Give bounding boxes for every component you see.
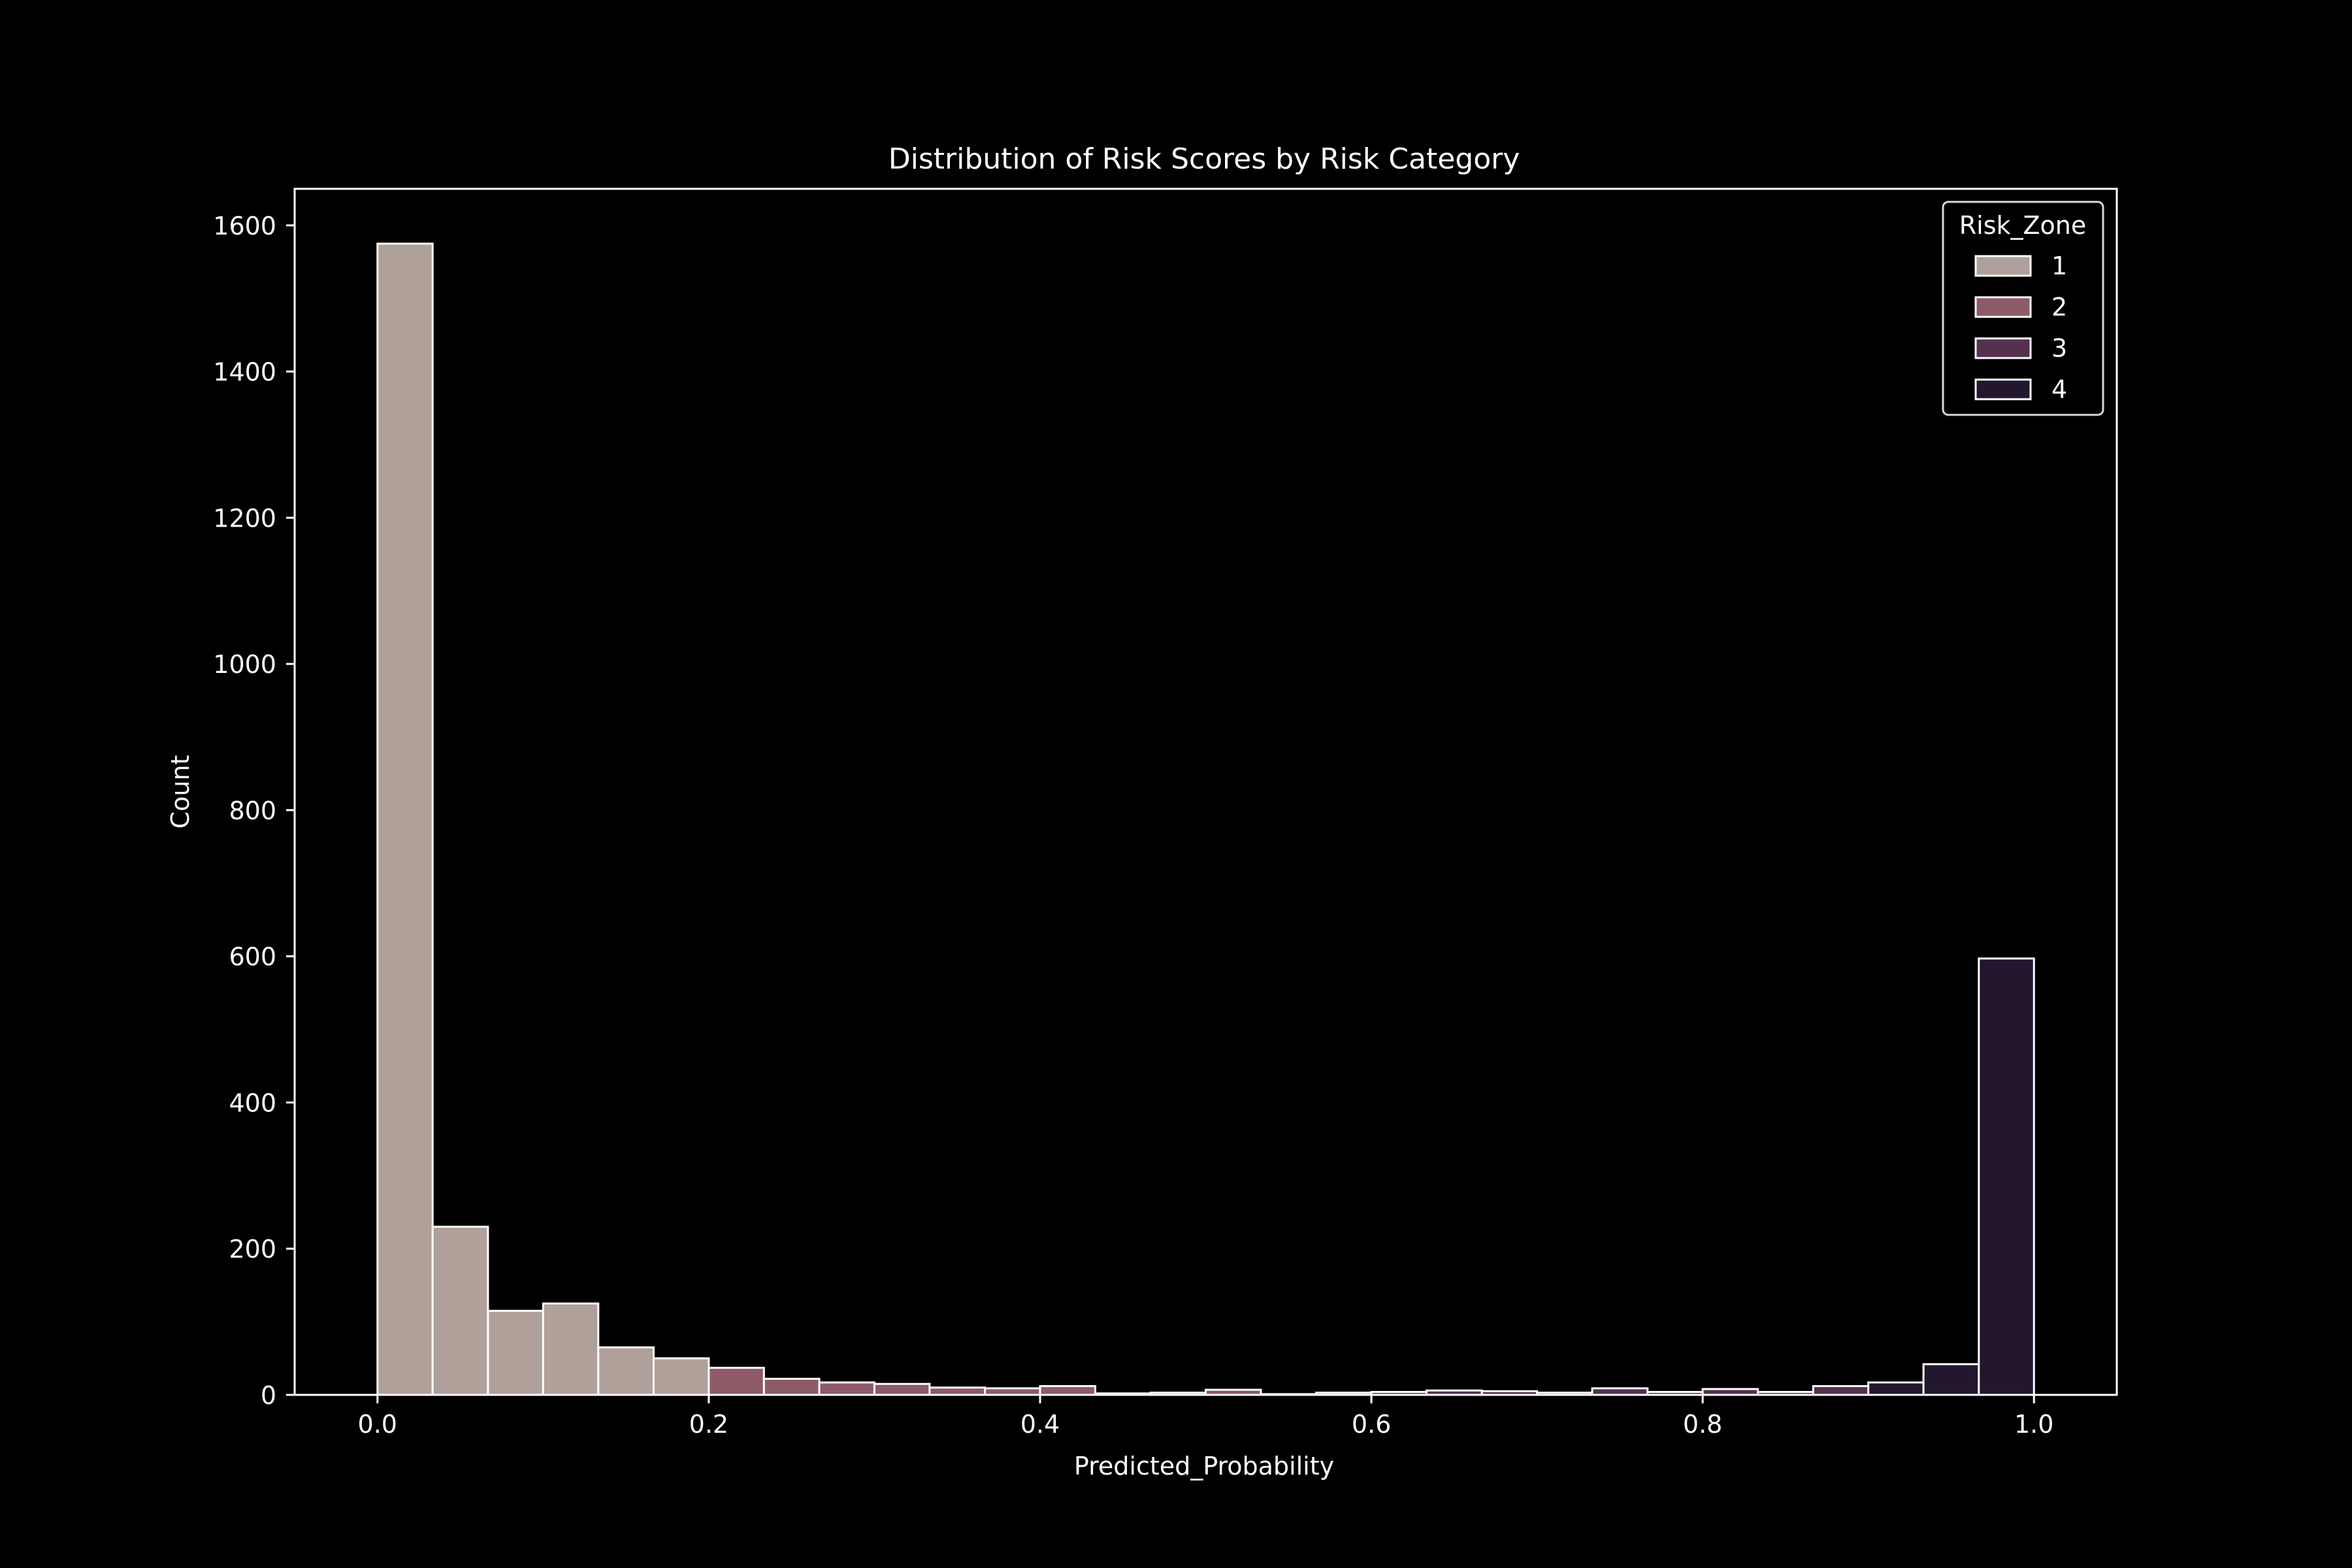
y-axis-label: Count [166, 755, 195, 829]
x-tick-label: 0.0 [358, 1410, 397, 1439]
histogram-bar-zone-2 [873, 1382, 931, 1396]
histogram-bar-zone-4 [1922, 1363, 1980, 1396]
histogram-bar-zone-3 [1591, 1387, 1649, 1396]
histogram-bar-zone-1 [597, 1346, 655, 1396]
histogram-bar-zone-1 [487, 1309, 544, 1396]
x-tick-label: 0.2 [689, 1410, 728, 1439]
histogram-bar-zone-4 [1978, 957, 2035, 1396]
y-axis-ticks: 0 200 400 600 800 1000 1200 1400 1600 [213, 212, 295, 1410]
chart-title: Distribution of Risk Scores by Risk Cate… [889, 142, 1520, 176]
legend-swatch-zone-2 [1974, 296, 2032, 318]
y-tick-label: 1000 [213, 650, 276, 679]
x-tick-label: 0.4 [1021, 1410, 1060, 1439]
legend-label-zone-3: 3 [2051, 334, 2067, 363]
x-tick-label: 1.0 [2014, 1410, 2053, 1439]
histogram-bar-zone-1 [652, 1357, 710, 1396]
histogram-bar-zone-1 [542, 1302, 600, 1396]
histogram-bars [376, 242, 2035, 1396]
y-tick-label: 1600 [213, 212, 276, 240]
histogram-bar-zone-1 [376, 242, 434, 1396]
legend-label-zone-1: 1 [2051, 252, 2067, 280]
histogram-bar-zone-2 [708, 1367, 765, 1396]
legend-swatch-zone-3 [1974, 337, 2032, 359]
y-tick-label: 800 [229, 796, 276, 825]
histogram-bar-zone-2 [1039, 1385, 1096, 1396]
y-tick-label: 400 [229, 1088, 276, 1117]
x-tick-label: 0.6 [1352, 1410, 1391, 1439]
y-tick-label: 200 [229, 1235, 276, 1264]
y-tick-label: 600 [229, 943, 276, 972]
histogram-bar-zone-3 [1812, 1385, 1870, 1396]
legend-label-zone-4: 4 [2051, 375, 2067, 404]
y-tick-label: 1400 [213, 358, 276, 387]
legend-swatch-zone-1 [1974, 255, 2032, 277]
x-axis-label: Predicted_Probability [1074, 1452, 1334, 1480]
histogram-bar-zone-2 [818, 1381, 875, 1396]
y-tick-label: 1200 [213, 504, 276, 532]
legend-title: Risk_Zone [1959, 211, 2087, 240]
x-tick-label: 0.8 [1683, 1410, 1722, 1439]
x-axis-ticks: 0.0 0.2 0.4 0.6 0.8 1.0 [358, 1395, 2053, 1439]
legend-label-zone-2: 2 [2051, 293, 2067, 321]
legend-swatch-zone-4 [1974, 378, 2032, 400]
histogram-bar-zone-2 [928, 1386, 987, 1396]
histogram-bar-zone-2 [762, 1377, 821, 1396]
histogram-bar-zone-4 [1867, 1381, 1925, 1396]
legend: Risk_Zone 1 2 3 4 [1942, 201, 2104, 416]
histogram-bar-zone-1 [431, 1226, 489, 1396]
histogram-bar-zone-2 [984, 1387, 1041, 1396]
plot-frame [293, 188, 2118, 1396]
y-tick-label: 0 [261, 1381, 276, 1410]
